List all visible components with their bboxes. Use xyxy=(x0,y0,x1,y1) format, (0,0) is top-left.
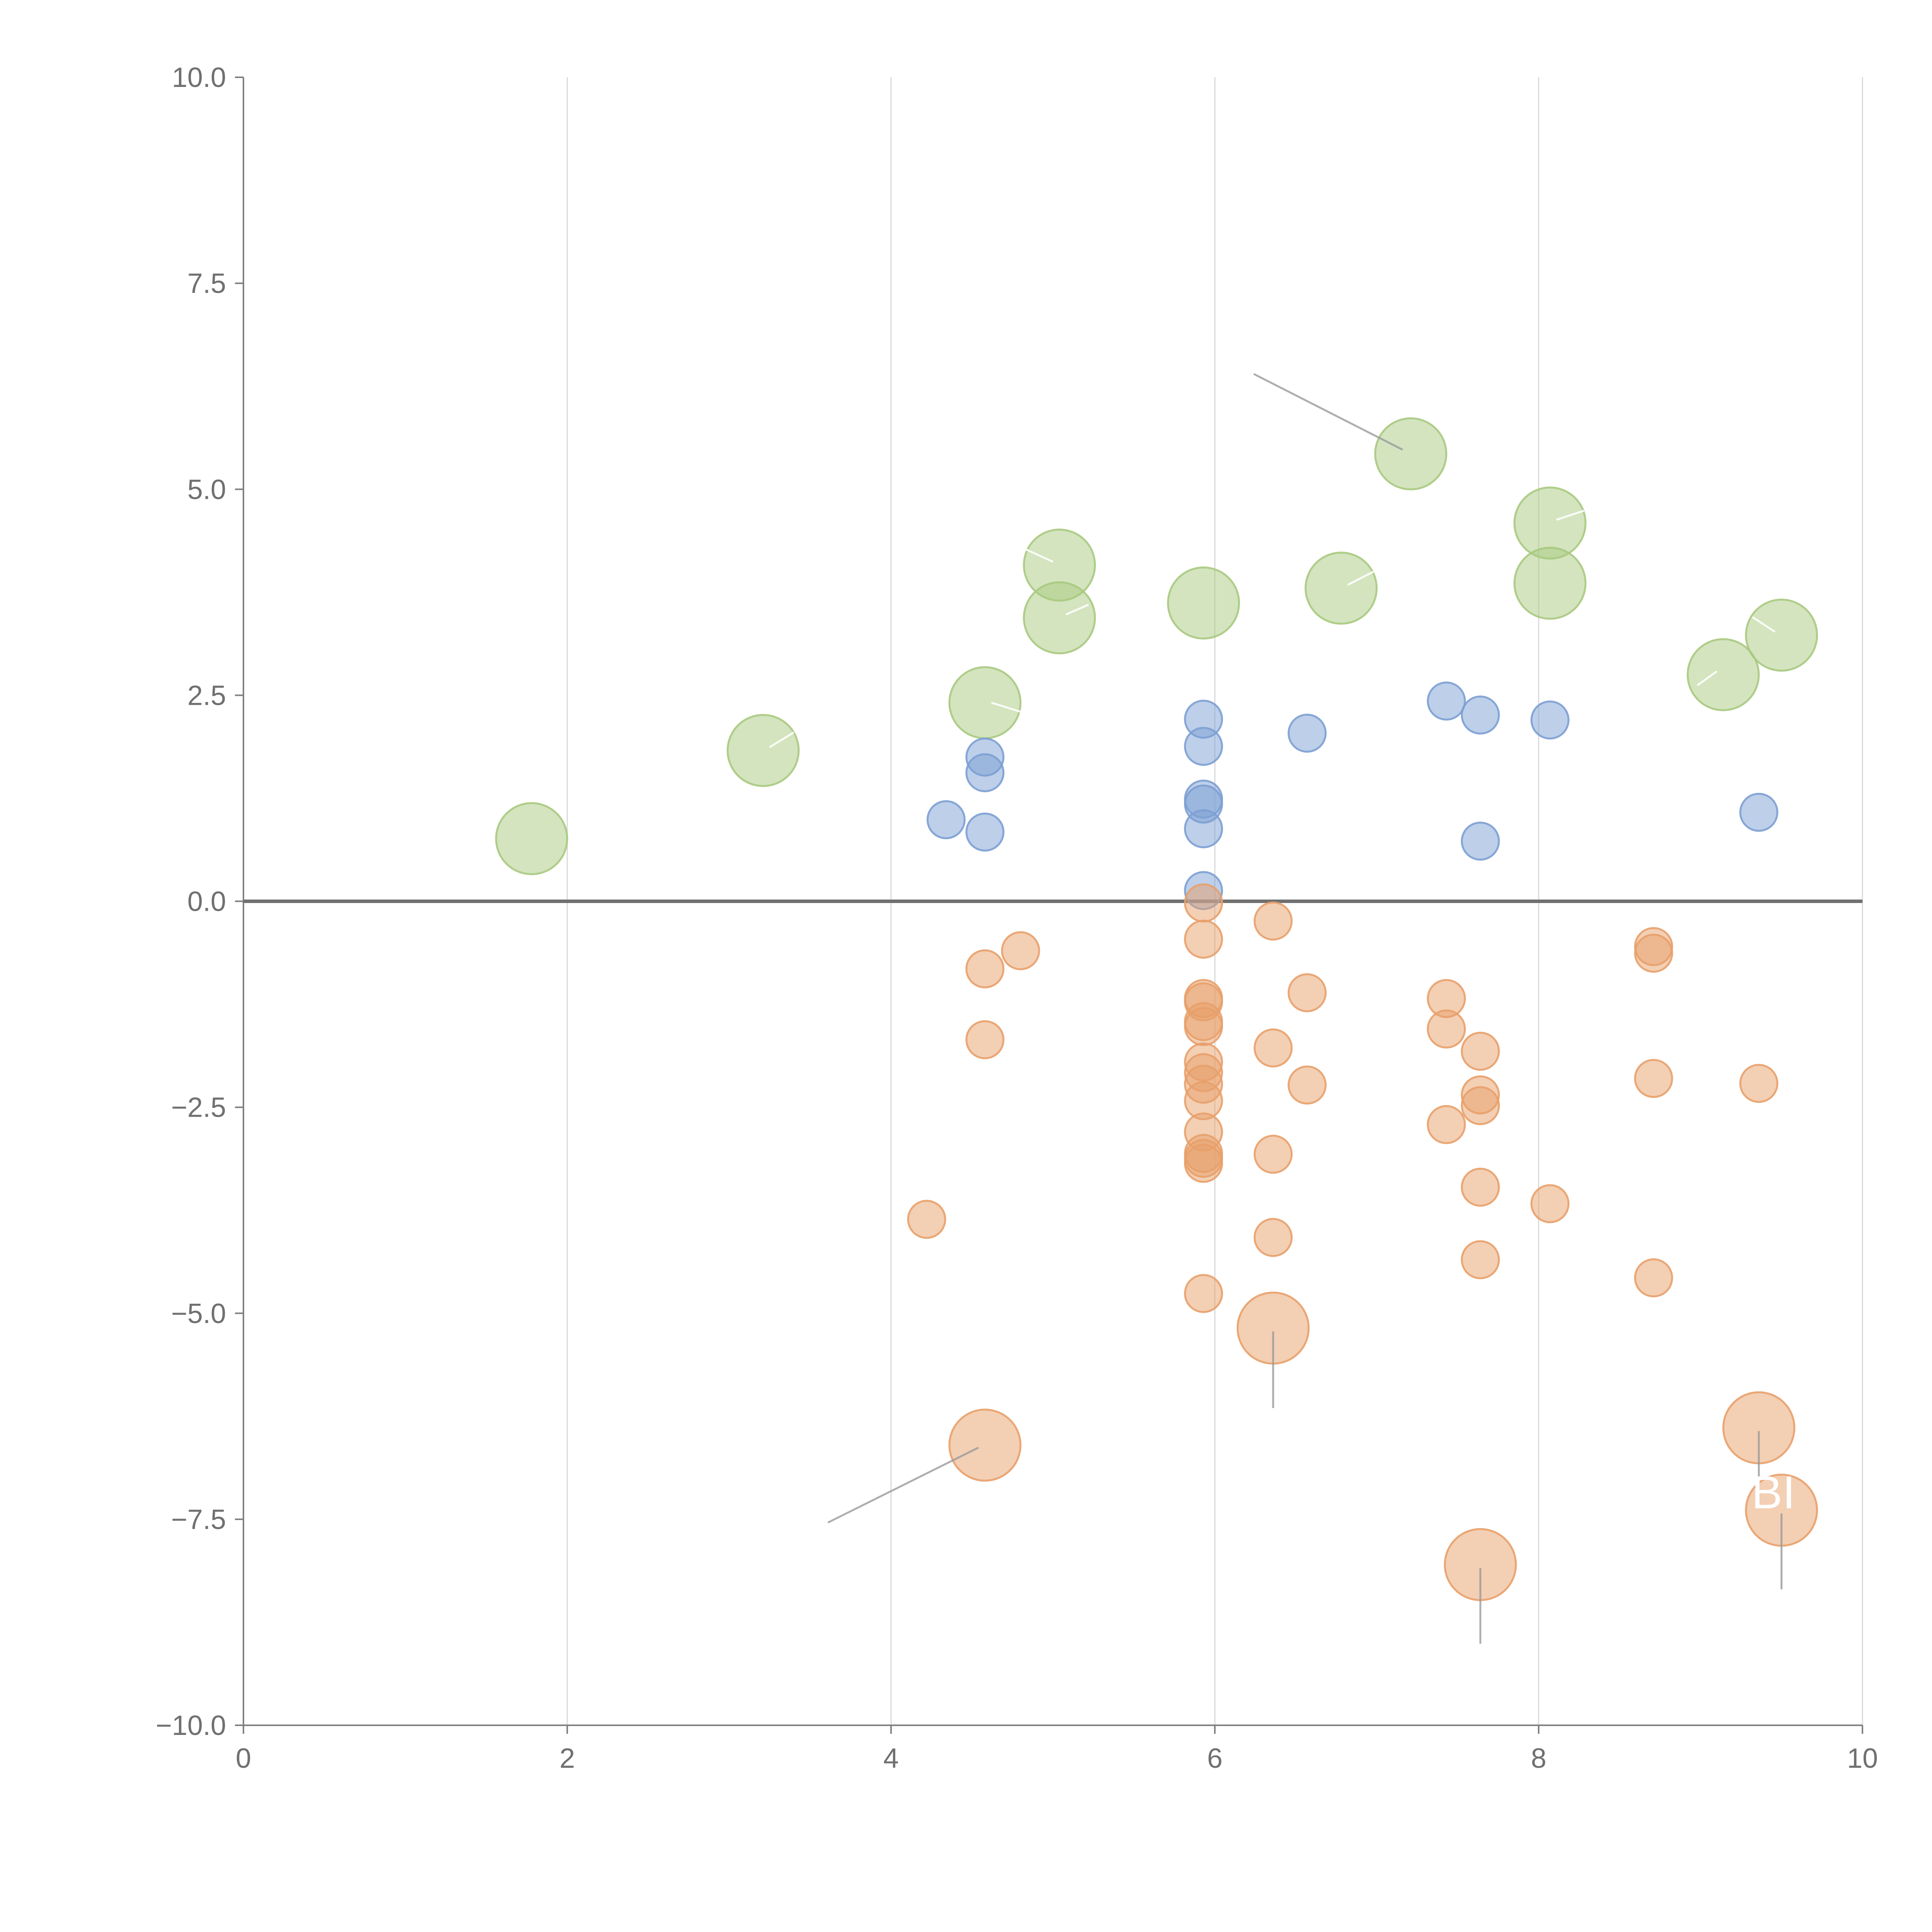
y-tick-label: −7.5 xyxy=(171,1504,226,1535)
data-point xyxy=(1427,1009,1466,1049)
data-point xyxy=(926,800,966,839)
x-tick-label: 6 xyxy=(1207,1743,1223,1774)
data-point xyxy=(1184,1144,1223,1183)
data-point xyxy=(1253,1028,1293,1068)
data-point xyxy=(1253,901,1293,941)
data-point xyxy=(965,1020,1005,1060)
data-point xyxy=(965,949,1005,988)
leader-line xyxy=(991,702,1021,713)
data-point xyxy=(1304,551,1378,625)
leader-line xyxy=(827,1447,979,1524)
data-point xyxy=(1461,1032,1500,1071)
data-point xyxy=(1287,1065,1327,1105)
y-tick-label: 2.5 xyxy=(187,680,226,711)
x-tick-label: 10 xyxy=(1847,1743,1878,1774)
y-tick-label: −10.0 xyxy=(156,1710,226,1741)
data-point xyxy=(1253,1218,1293,1257)
data-point xyxy=(1184,883,1223,923)
y-tick-label: 7.5 xyxy=(187,268,226,299)
data-point xyxy=(1461,1086,1500,1125)
data-point xyxy=(1461,821,1500,861)
data-point xyxy=(1167,566,1240,640)
x-tick-label: 4 xyxy=(883,1743,899,1774)
leader-line xyxy=(1065,604,1089,616)
y-tick-label: −2.5 xyxy=(171,1092,226,1123)
data-point xyxy=(1427,681,1466,721)
leader-line xyxy=(1347,571,1374,586)
data-point xyxy=(1634,934,1673,973)
data-point xyxy=(1184,809,1223,849)
y-tick-label: 10.0 xyxy=(172,62,226,93)
y-tick-label: 5.0 xyxy=(187,474,226,505)
x-tick-label: 8 xyxy=(1531,1743,1546,1774)
data-point xyxy=(1374,417,1447,491)
y-tick-label: −5.0 xyxy=(171,1298,226,1329)
axes xyxy=(235,77,1863,1734)
data-point xyxy=(1184,1274,1223,1313)
y-tick-label: 0.0 xyxy=(187,886,226,917)
data-point xyxy=(1184,1007,1223,1046)
data-point xyxy=(1001,931,1040,970)
leader-lines xyxy=(769,373,1782,1644)
leader-line xyxy=(1752,616,1776,633)
leader-line xyxy=(1253,373,1403,451)
x-tick-label: 2 xyxy=(560,1743,575,1774)
data-point xyxy=(948,666,1022,740)
annotations: BI xyxy=(1752,1467,1795,1519)
leader-line xyxy=(769,731,794,748)
data-point xyxy=(1461,696,1500,735)
data-point xyxy=(1739,793,1779,832)
data-point xyxy=(1634,1059,1673,1098)
data-point xyxy=(1461,1167,1500,1207)
data-point xyxy=(495,802,568,875)
data-points xyxy=(495,417,1818,1601)
leader-line xyxy=(1556,510,1585,521)
data-point xyxy=(1184,727,1223,766)
data-point xyxy=(1023,581,1096,655)
data-point xyxy=(1634,1258,1673,1298)
tick-labels: 0 2 4 6 8 10 −10.0 −7.5 −5.0 −2.5 0.0 2.5 5.0 7.5 10.0 xyxy=(156,62,1878,1774)
data-point xyxy=(1253,1134,1293,1174)
data-point xyxy=(726,714,800,787)
data-point xyxy=(965,753,1005,793)
data-point xyxy=(1287,973,1327,1012)
leader-line xyxy=(1697,670,1718,686)
data-point xyxy=(1739,1064,1779,1103)
data-point xyxy=(1461,1240,1500,1279)
data-point xyxy=(948,1408,1022,1482)
data-point xyxy=(1427,1105,1466,1144)
leader-line xyxy=(1020,546,1054,563)
data-point xyxy=(1687,638,1760,711)
point-label: BI xyxy=(1752,1467,1795,1519)
data-point xyxy=(907,1200,946,1239)
data-point xyxy=(1513,546,1587,620)
x-tick-label: 0 xyxy=(236,1743,251,1774)
data-point xyxy=(1184,920,1223,959)
data-point xyxy=(1745,599,1818,672)
data-point xyxy=(1530,1184,1570,1223)
data-point xyxy=(1287,713,1327,753)
data-point xyxy=(1530,700,1570,740)
data-point xyxy=(965,812,1005,852)
